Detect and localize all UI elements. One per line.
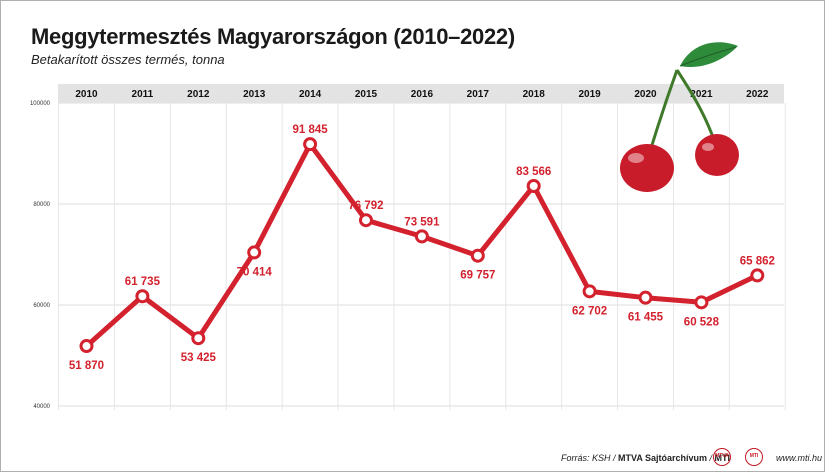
data-label: 70 414 [237, 266, 273, 278]
grid: 100000 80000 60000 40000 [30, 101, 786, 410]
x-tick-label: 2018 [523, 89, 546, 100]
leaf-vein [679, 46, 737, 67]
chart-title: Meggytermesztés Magyarországon (2010–202… [31, 24, 515, 49]
x-tick-label: 2020 [634, 89, 657, 100]
source-prefix: Forrás: KSH / [561, 453, 619, 463]
data-labels: 51 870 61 735 53 425 70 414 91 845 76 792 73 5… [69, 124, 775, 372]
cherry-right-highlight [702, 143, 714, 151]
data-point [414, 229, 429, 244]
x-tick-label: 2011 [132, 89, 154, 100]
cherry-illustration [620, 42, 739, 192]
mtva-logo: MTVA [713, 448, 731, 466]
mtva-logo-text: MTVA [715, 453, 729, 459]
x-tick-label: 2017 [467, 89, 490, 100]
x-tick-label: 2016 [411, 89, 434, 100]
data-label: 53 425 [181, 352, 217, 364]
data-point [582, 284, 597, 299]
data-label: 61 735 [125, 276, 161, 288]
mti-logo-text: MTI [749, 453, 759, 459]
data-point [135, 289, 150, 304]
data-label: 65 862 [740, 255, 775, 267]
data-label: 83 566 [516, 166, 551, 178]
data-label: 69 757 [460, 270, 495, 282]
source-archive: MTVA Sajtóarchívum [618, 453, 708, 463]
mti-logo: MTI [745, 448, 763, 466]
data-point [79, 339, 94, 354]
data-point [638, 290, 653, 305]
data-point [470, 248, 485, 263]
source-separator: / [707, 453, 715, 463]
cherry-left-highlight [628, 153, 644, 163]
x-tick-label: 2010 [75, 89, 98, 100]
cherry-left-icon [620, 144, 674, 192]
x-tick-label: 2012 [187, 89, 210, 100]
data-label: 73 591 [404, 216, 440, 228]
y-tick-label: 100000 [30, 101, 51, 107]
data-label: 91 845 [293, 124, 329, 136]
y-tick-label: 40000 [33, 404, 50, 410]
x-tick-label: 2015 [355, 89, 378, 100]
data-label: 60 528 [684, 316, 720, 328]
data-label: 61 455 [628, 312, 664, 324]
cherry-stem-left [647, 69, 679, 156]
footer: Forrás: KSH / MTVA Sajtóarchívum / MTI M… [0, 448, 825, 468]
x-tick-label: 2019 [578, 89, 601, 100]
data-point [359, 213, 373, 228]
data-label: 76 792 [348, 200, 383, 212]
data-point [694, 295, 709, 310]
y-tick-label: 60000 [33, 303, 50, 309]
x-tick-label: 2013 [243, 89, 266, 100]
data-label: 62 702 [572, 305, 607, 317]
cherry-stem-right [675, 69, 716, 141]
cherry-leaf [680, 42, 738, 68]
data-point [303, 137, 318, 152]
y-tick-label: 80000 [33, 202, 50, 208]
source-credit: Forrás: KSH / MTVA Sajtóarchívum / MTI [561, 453, 730, 463]
data-point [750, 268, 765, 283]
data-point [247, 245, 262, 260]
website-link[interactable]: www.mti.hu [776, 453, 823, 463]
x-tick-label: 2021 [690, 89, 713, 100]
data-point [191, 331, 206, 346]
x-tick-label: 2022 [746, 89, 769, 100]
x-tick-label: 2014 [299, 89, 322, 100]
data-label: 51 870 [69, 360, 104, 372]
data-point [526, 178, 541, 193]
data-points [79, 137, 765, 354]
header-band-bg [58, 84, 784, 103]
year-header-band: 2010 2011 2012 2013 2014 2015 2016 2017 2018 2019… [58, 84, 784, 103]
chart-subtitle: Betakarított összes termés, tonna [31, 52, 225, 67]
cherry-right-icon [695, 134, 739, 176]
